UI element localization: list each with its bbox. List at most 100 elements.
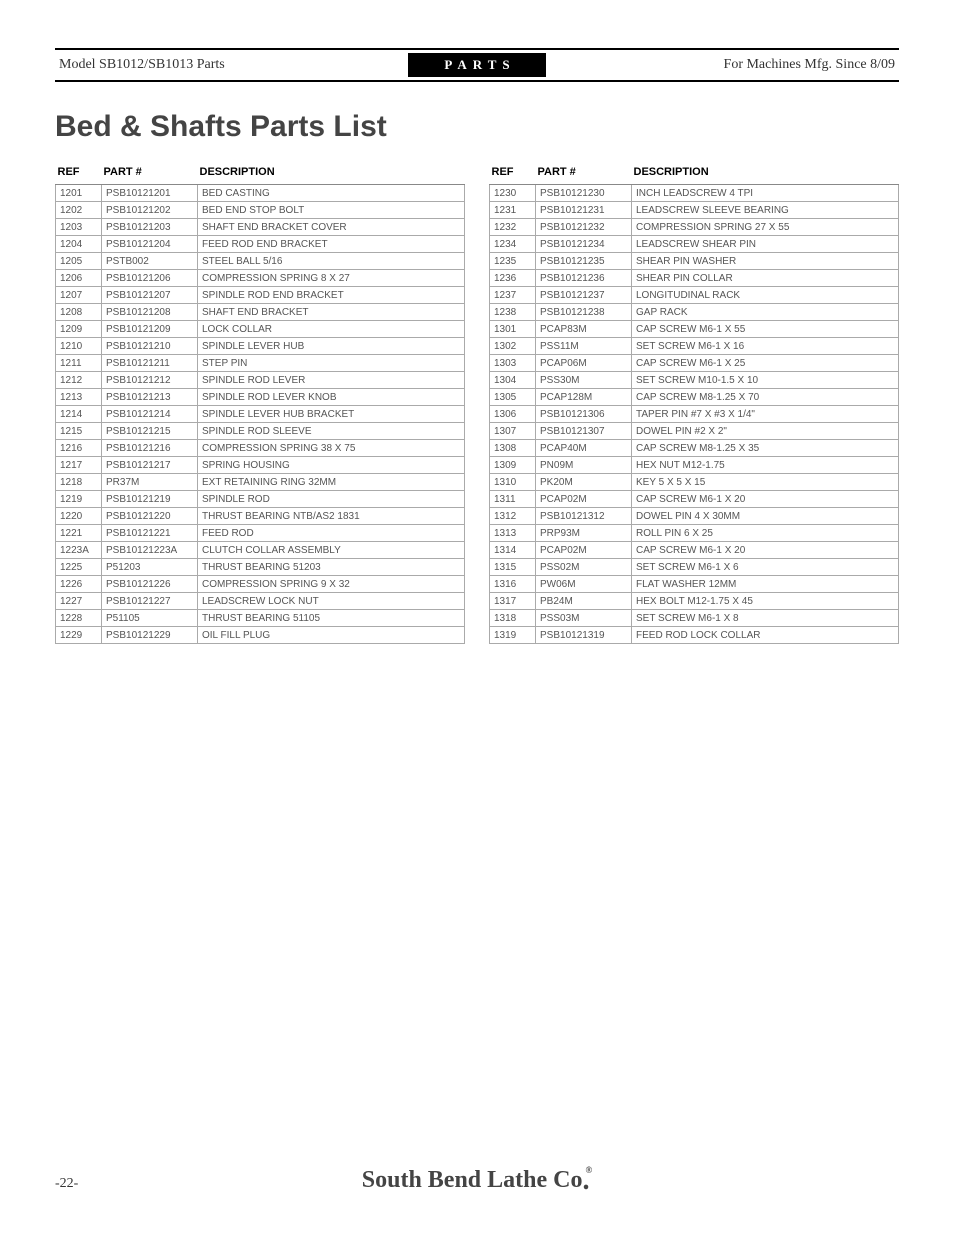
cell-desc: COMPRESSION SPRING 38 X 75 [198, 440, 465, 457]
table-row: 1318PSS03MSET SCREW M6-1 X 8 [490, 610, 899, 627]
cell-ref: 1206 [56, 270, 102, 287]
cell-desc: SHEAR PIN COLLAR [632, 270, 899, 287]
cell-desc: KEY 5 X 5 X 15 [632, 474, 899, 491]
parts-table-left: REF PART # DESCRIPTION 1201PSB10121201BE… [55, 162, 465, 644]
table-row: 1229PSB10121229OIL FILL PLUG [56, 627, 465, 644]
cell-part: PSB10121306 [536, 406, 632, 423]
cell-ref: 1307 [490, 423, 536, 440]
table-row: 1210PSB10121210SPINDLE LEVER HUB [56, 338, 465, 355]
header-bar: Model SB1012/SB1013 Parts PARTS For Mach… [55, 48, 899, 82]
cell-desc: LEADSCREW LOCK NUT [198, 593, 465, 610]
cell-desc: THRUST BEARING NTB/AS2 1831 [198, 508, 465, 525]
parts-table-right: REF PART # DESCRIPTION 1230PSB10121230IN… [489, 162, 899, 644]
cell-part: PSS02M [536, 559, 632, 576]
cell-desc: SHAFT END BRACKET [198, 304, 465, 321]
cell-desc: COMPRESSION SPRING 9 X 32 [198, 576, 465, 593]
cell-ref: 1313 [490, 525, 536, 542]
cell-part: PCAP40M [536, 440, 632, 457]
cell-part: PB24M [536, 593, 632, 610]
cell-desc: LEADSCREW SHEAR PIN [632, 236, 899, 253]
table-row: 1221PSB10121221FEED ROD [56, 525, 465, 542]
cell-part: PSS30M [536, 372, 632, 389]
cell-ref: 1228 [56, 610, 102, 627]
cell-ref: 1225 [56, 559, 102, 576]
cell-part: PSB10121235 [536, 253, 632, 270]
cell-part: PSB10121206 [102, 270, 198, 287]
cell-ref: 1318 [490, 610, 536, 627]
cell-desc: GAP RACK [632, 304, 899, 321]
table-header-row: REF PART # DESCRIPTION [56, 162, 465, 185]
tables-wrap: REF PART # DESCRIPTION 1201PSB10121201BE… [55, 162, 899, 644]
cell-part: PSB10121230 [536, 185, 632, 202]
table-row: 1216PSB10121216COMPRESSION SPRING 38 X 7… [56, 440, 465, 457]
cell-part: PSB10121238 [536, 304, 632, 321]
footer: -22- South Bend Lathe Co.® [55, 1165, 899, 1197]
cell-ref: 1304 [490, 372, 536, 389]
brand-main: South Bend Lathe Co [362, 1167, 583, 1193]
cell-desc: COMPRESSION SPRING 27 X 55 [632, 219, 899, 236]
cell-ref: 1315 [490, 559, 536, 576]
cell-ref: 1308 [490, 440, 536, 457]
cell-ref: 1306 [490, 406, 536, 423]
cell-desc: SET SCREW M6-1 X 16 [632, 338, 899, 355]
cell-part: PSS03M [536, 610, 632, 627]
table-row: 1223APSB10121223ACLUTCH COLLAR ASSEMBLY [56, 542, 465, 559]
cell-ref: 1220 [56, 508, 102, 525]
cell-ref: 1221 [56, 525, 102, 542]
cell-desc: COMPRESSION SPRING 8 X 27 [198, 270, 465, 287]
cell-part: P51203 [102, 559, 198, 576]
cell-desc: SPINDLE LEVER HUB BRACKET [198, 406, 465, 423]
cell-ref: 1310 [490, 474, 536, 491]
table-row: 1203PSB10121203SHAFT END BRACKET COVER [56, 219, 465, 236]
cell-part: PSB10121312 [536, 508, 632, 525]
cell-ref: 1232 [490, 219, 536, 236]
cell-ref: 1303 [490, 355, 536, 372]
cell-part: PSB10121207 [102, 287, 198, 304]
cell-ref: 1229 [56, 627, 102, 644]
table-row: 1316PW06MFLAT WASHER 12MM [490, 576, 899, 593]
table-row: 1312PSB10121312DOWEL PIN 4 X 30MM [490, 508, 899, 525]
header-right: For Machines Mfg. Since 8/09 [546, 57, 899, 73]
cell-desc: SPINDLE ROD LEVER [198, 372, 465, 389]
cell-part: PSB10121319 [536, 627, 632, 644]
table-row: 1303PCAP06MCAP SCREW M6-1 X 25 [490, 355, 899, 372]
cell-part: PSB10121203 [102, 219, 198, 236]
cell-part: PK20M [536, 474, 632, 491]
cell-part: PSB10121204 [102, 236, 198, 253]
footer-brand: South Bend Lathe Co.® [115, 1165, 839, 1197]
cell-part: PSB10121201 [102, 185, 198, 202]
table-row: 1208PSB10121208SHAFT END BRACKET [56, 304, 465, 321]
cell-ref: 1302 [490, 338, 536, 355]
table-row: 1311PCAP02MCAP SCREW M6-1 X 20 [490, 491, 899, 508]
cell-desc: FLAT WASHER 12MM [632, 576, 899, 593]
cell-desc: CAP SCREW M6-1 X 25 [632, 355, 899, 372]
cell-part: PSB10121202 [102, 202, 198, 219]
cell-desc: EXT RETAINING RING 32MM [198, 474, 465, 491]
table-row: 1230PSB10121230INCH LEADSCREW 4 TPI [490, 185, 899, 202]
cell-ref: 1301 [490, 321, 536, 338]
table-row: 1204PSB10121204FEED ROD END BRACKET [56, 236, 465, 253]
cell-part: PSB10121307 [536, 423, 632, 440]
cell-part: PCAP02M [536, 542, 632, 559]
cell-part: PSB10121216 [102, 440, 198, 457]
cell-desc: LONGITUDINAL RACK [632, 287, 899, 304]
right-table-col: REF PART # DESCRIPTION 1230PSB10121230IN… [489, 162, 899, 644]
cell-desc: SPINDLE ROD [198, 491, 465, 508]
cell-desc: CAP SCREW M6-1 X 20 [632, 542, 899, 559]
table-row: 1214PSB10121214SPINDLE LEVER HUB BRACKET [56, 406, 465, 423]
col-header-desc: DESCRIPTION [632, 162, 899, 185]
table-row: 1313PRP93MROLL PIN 6 X 25 [490, 525, 899, 542]
table-row: 1314PCAP02MCAP SCREW M6-1 X 20 [490, 542, 899, 559]
left-tbody: 1201PSB10121201BED CASTING1202PSB1012120… [56, 185, 465, 644]
cell-part: PSB10121217 [102, 457, 198, 474]
cell-part: PSB10121221 [102, 525, 198, 542]
cell-desc: THRUST BEARING 51203 [198, 559, 465, 576]
cell-part: PCAP128M [536, 389, 632, 406]
left-table-col: REF PART # DESCRIPTION 1201PSB10121201BE… [55, 162, 465, 644]
table-row: 1205PSTB002STEEL BALL 5/16 [56, 253, 465, 270]
cell-desc: SHAFT END BRACKET COVER [198, 219, 465, 236]
cell-part: PSB10121213 [102, 389, 198, 406]
table-row: 1211PSB10121211STEP PIN [56, 355, 465, 372]
table-row: 1227PSB10121227LEADSCREW LOCK NUT [56, 593, 465, 610]
footer-pagenum: -22- [55, 1176, 115, 1192]
